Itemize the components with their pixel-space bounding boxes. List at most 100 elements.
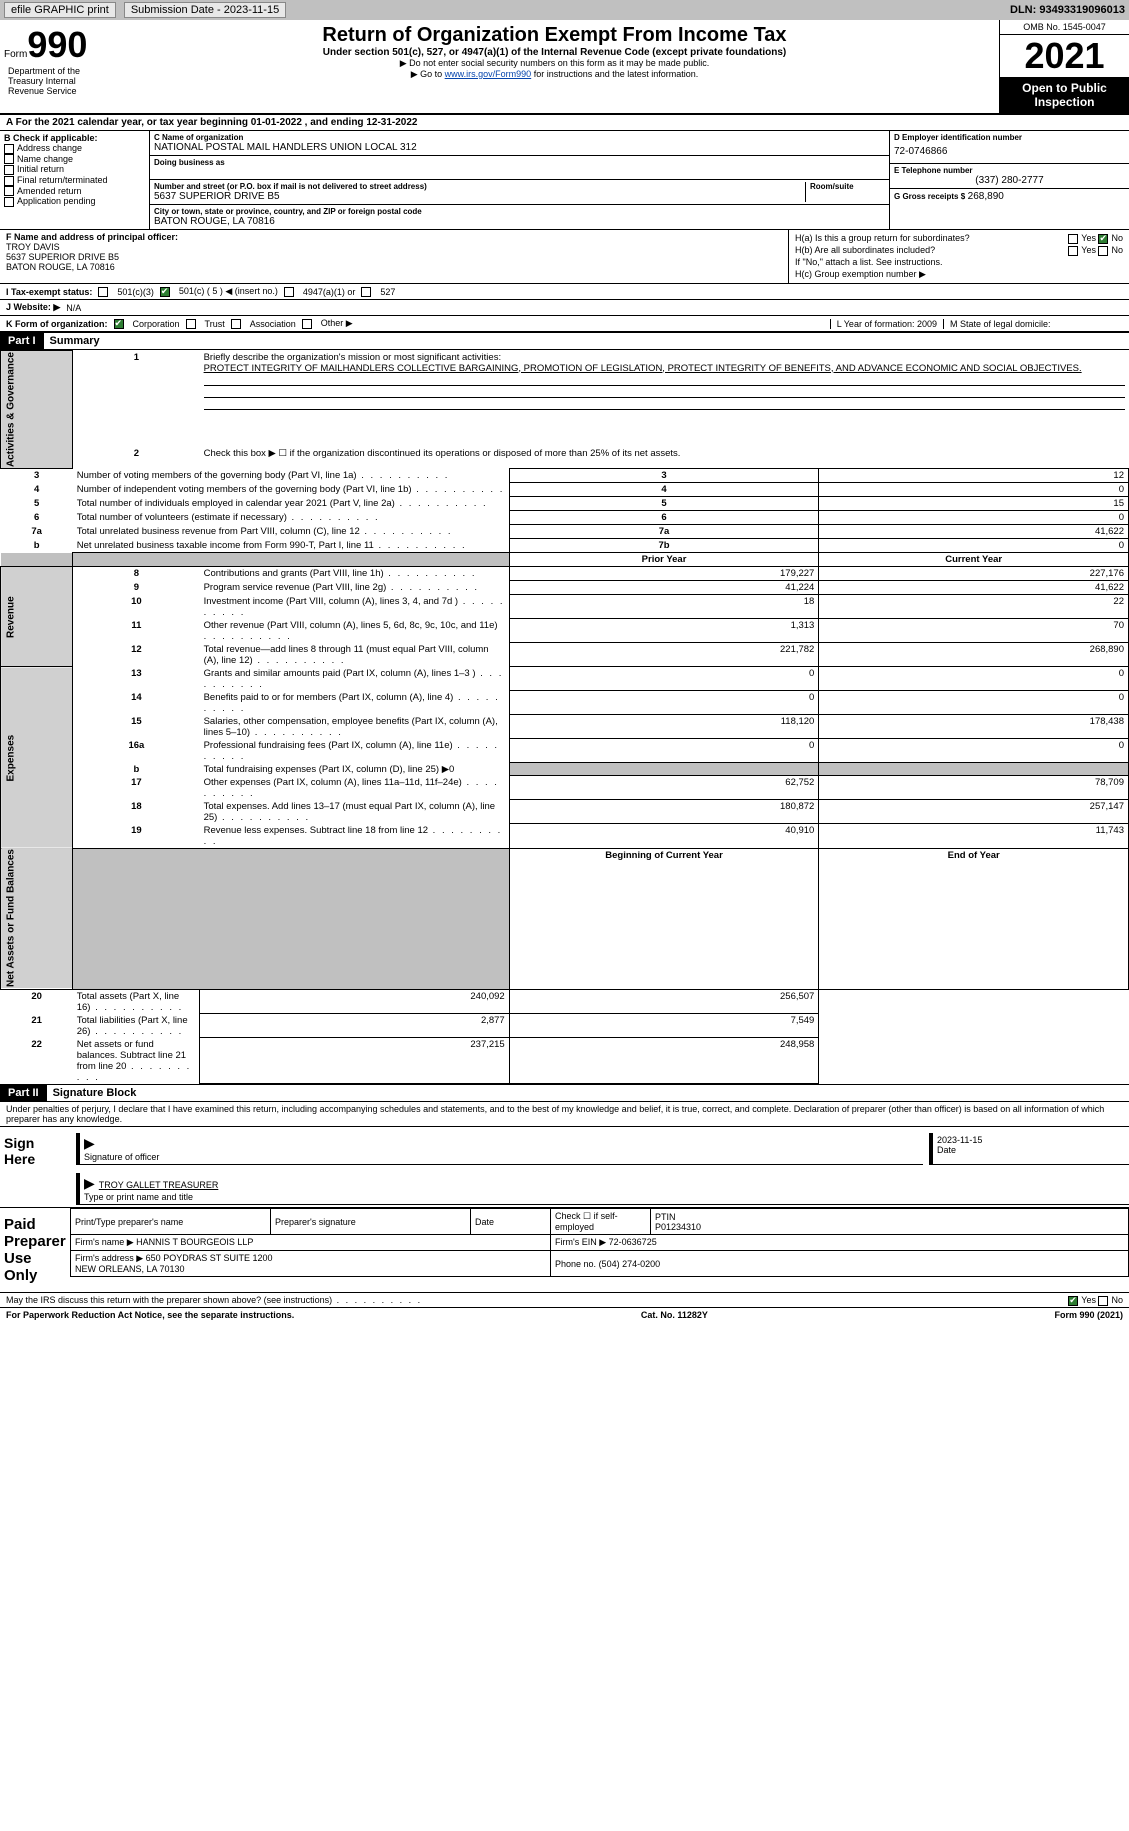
trust-checkbox[interactable] (186, 319, 196, 329)
prior-year-value: 40,910 (509, 824, 819, 849)
street-address: 5637 SUPERIOR DRIVE B5 (154, 191, 805, 202)
hb-yes-checkbox[interactable] (1068, 246, 1078, 256)
officer-addr1: 5637 SUPERIOR DRIVE B5 (6, 252, 782, 262)
line-value: 15 (819, 497, 1129, 511)
line-text: Other revenue (Part VIII, column (A), li… (200, 619, 510, 643)
current-year-value: 41,622 (819, 581, 1129, 595)
eoy-hdr: End of Year (819, 848, 1129, 989)
omb-number: OMB No. 1545-0047 (1000, 20, 1129, 35)
hb-no-checkbox[interactable] (1098, 246, 1108, 256)
vlabel-net: Net Assets or Fund Balances (1, 848, 73, 989)
cat-no: Cat. No. 11282Y (641, 1310, 708, 1320)
line-text: Total liabilities (Part X, line 26) (73, 1014, 200, 1038)
eoy-value: 248,958 (509, 1038, 819, 1084)
line-text: Benefits paid to or for members (Part IX… (200, 691, 510, 715)
prep-name-cell: Print/Type preparer's name (71, 1209, 271, 1235)
line-text: Grants and similar amounts paid (Part IX… (200, 667, 510, 691)
line-value: 41,622 (819, 525, 1129, 539)
room-label: Room/suite (810, 182, 885, 191)
prep-date-cell: Date (471, 1209, 551, 1235)
self-employed-cell: Check ☐ if self-employed (551, 1209, 651, 1235)
prior-year-value: 1,313 (509, 619, 819, 643)
line-text: Net assets or fund balances. Subtract li… (73, 1038, 200, 1084)
527-checkbox[interactable] (361, 287, 371, 297)
other-checkbox[interactable] (302, 319, 312, 329)
prior-year-value: 221,782 (509, 643, 819, 667)
line-text: Total unrelated business revenue from Pa… (73, 525, 509, 539)
line-text: Total number of volunteers (estimate if … (73, 511, 509, 525)
form-word: Form (4, 49, 27, 60)
officer-printed: TROY GALLET TREASURER (99, 1180, 219, 1190)
prior-year-hdr: Prior Year (509, 553, 819, 567)
irs-link[interactable]: www.irs.gov/Form990 (445, 69, 532, 79)
sig-date: 2023-11-15 (937, 1135, 982, 1145)
discuss-no-checkbox[interactable] (1098, 1296, 1108, 1306)
current-year-value: 70 (819, 619, 1129, 643)
line-text: Number of voting members of the governin… (73, 469, 509, 483)
city-state-zip: BATON ROUGE, LA 70816 (154, 216, 885, 227)
boxb-checkbox[interactable] (4, 144, 14, 154)
current-year-value: 227,176 (819, 567, 1129, 581)
line-text: Total revenue—add lines 8 through 11 (mu… (200, 643, 510, 667)
dba-label: Doing business as (154, 158, 885, 167)
top-bar: efile GRAPHIC print Submission Date - 20… (0, 0, 1129, 20)
phone-label: E Telephone number (894, 166, 1125, 175)
boy-value: 240,092 (200, 989, 510, 1014)
dept-treasury: Department of the Treasury Internal Reve… (4, 66, 114, 98)
discuss-yes-checkbox[interactable] (1068, 1296, 1078, 1306)
phone-value: (337) 280-2777 (894, 175, 1125, 186)
501c3-checkbox[interactable] (98, 287, 108, 297)
assoc-checkbox[interactable] (231, 319, 241, 329)
current-year-value: 268,890 (819, 643, 1129, 667)
box-b-label: B Check if applicable: (4, 133, 145, 143)
org-name: NATIONAL POSTAL MAIL HANDLERS UNION LOCA… (154, 142, 885, 153)
prior-year-value: 41,224 (509, 581, 819, 595)
part1-header: Part ISummary (0, 332, 1129, 350)
boxb-checkbox[interactable] (4, 176, 14, 186)
line1-label: Briefly describe the organization's miss… (204, 352, 502, 363)
officer-addr2: BATON ROUGE, LA 70816 (6, 262, 782, 272)
prior-year-value: 18 (509, 595, 819, 619)
boxb-checkbox[interactable] (4, 154, 14, 164)
form-number: 990 (27, 24, 87, 66)
boxb-checkbox[interactable] (4, 165, 14, 175)
line-text: Program service revenue (Part VIII, line… (200, 581, 510, 595)
current-year-value: 0 (819, 739, 1129, 763)
efile-print-button[interactable]: efile GRAPHIC print (4, 2, 116, 18)
form-title: Return of Organization Exempt From Incom… (114, 24, 995, 47)
firm-ein: 72-0636725 (609, 1237, 657, 1247)
current-year-value: 22 (819, 595, 1129, 619)
boy-value: 2,877 (200, 1014, 510, 1038)
line-text: Total expenses. Add lines 13–17 (must eq… (200, 800, 510, 824)
ptin-value: P01234310 (655, 1222, 701, 1232)
current-year-value: 78,709 (819, 776, 1129, 800)
prior-year-value: 0 (509, 739, 819, 763)
ein-value: 72-0746866 (894, 142, 1125, 161)
line-text: Total number of individuals employed in … (73, 497, 509, 511)
line-text: Number of independent voting members of … (73, 483, 509, 497)
ha-no-checkbox[interactable] (1098, 234, 1108, 244)
line-text: Total fundraising expenses (Part IX, col… (200, 763, 510, 776)
boxb-checkbox[interactable] (4, 197, 14, 207)
501c-checkbox[interactable] (160, 287, 170, 297)
prior-year-value: 0 (509, 667, 819, 691)
entity-section: B Check if applicable: Address changeNam… (0, 131, 1129, 230)
summary-table: Activities & Governance 1 Briefly descri… (0, 350, 1129, 1084)
pra-notice: For Paperwork Reduction Act Notice, see … (6, 1310, 294, 1320)
boxb-checkbox[interactable] (4, 186, 14, 196)
paid-preparer-block: Paid Preparer Use Only Print/Type prepar… (0, 1207, 1129, 1292)
corp-checkbox[interactable] (114, 319, 124, 329)
firm-name: HANNIS T BOURGEOIS LLP (136, 1237, 253, 1247)
perjury-declaration: Under penalties of perjury, I declare th… (0, 1102, 1129, 1126)
line-text: Net unrelated business taxable income fr… (73, 539, 509, 553)
note-link: ▶ Go to www.irs.gov/Form990 for instruct… (114, 69, 995, 80)
4947-checkbox[interactable] (284, 287, 294, 297)
line-value: 0 (819, 511, 1129, 525)
tax-year: 2021 (1000, 35, 1129, 77)
line-text: Revenue less expenses. Subtract line 18 … (200, 824, 510, 849)
ha-yes-checkbox[interactable] (1068, 234, 1078, 244)
hb-label: H(b) Are all subordinates included? (795, 245, 935, 255)
line-text: Total assets (Part X, line 16) (73, 989, 200, 1014)
current-year-value: 11,743 (819, 824, 1129, 849)
line-text: Investment income (Part VIII, column (A)… (200, 595, 510, 619)
